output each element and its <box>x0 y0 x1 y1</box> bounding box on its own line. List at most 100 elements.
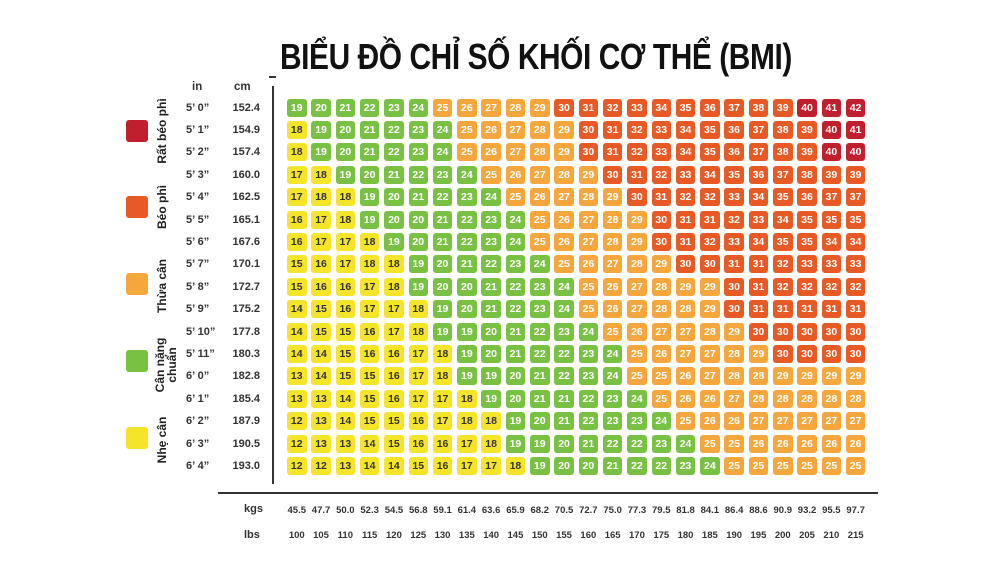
bmi-cell: 30 <box>578 143 599 162</box>
bmi-cell: 30 <box>773 344 793 363</box>
bmi-cell: 19 <box>311 120 331 139</box>
bmi-cell: 28 <box>651 277 671 296</box>
bmi-cell: 18 <box>432 344 453 363</box>
bmi-cell: 28 <box>821 389 842 408</box>
bmi-cell: 19 <box>432 300 453 319</box>
col-label-lbs: 120 <box>386 530 402 541</box>
bmi-cell: 32 <box>627 120 647 139</box>
row-label-in: 6’ 0” <box>186 370 210 383</box>
bmi-cell: 30 <box>700 255 720 274</box>
col-label-lbs: 185 <box>701 530 718 541</box>
col-label-kgs: 93.2 <box>797 505 817 516</box>
bmi-cell: 34 <box>748 232 769 251</box>
bmi-cell: 23 <box>481 210 501 229</box>
bmi-cell: 20 <box>384 210 404 229</box>
bmi-cell: 22 <box>554 344 574 363</box>
bmi-cell: 19 <box>287 98 307 117</box>
col-label-kgs: 90.9 <box>773 505 793 516</box>
bmi-cell: 20 <box>335 120 356 139</box>
col-label-lbs: 200 <box>774 530 791 541</box>
bmi-cell: 30 <box>627 188 647 207</box>
bmi-cell: 21 <box>505 344 526 363</box>
bmi-cell: 23 <box>554 322 574 341</box>
bmi-cell: 15 <box>408 456 428 475</box>
bmi-cell: 15 <box>335 322 356 341</box>
bmi-cell: 16 <box>408 412 428 431</box>
bmi-cell: 16 <box>408 434 428 453</box>
bmi-cell: 34 <box>773 210 793 229</box>
bmi-cell: 22 <box>530 344 550 363</box>
bmi-cell: 26 <box>554 232 574 251</box>
bmi-cell: 17 <box>287 188 307 207</box>
bmi-cell: 20 <box>335 143 356 162</box>
bmi-cell: 28 <box>724 367 744 386</box>
bmi-cell: 20 <box>408 232 428 251</box>
col-label-lbs: 205 <box>799 530 815 541</box>
bmi-cell: 23 <box>457 188 477 207</box>
bmi-cell: 18 <box>505 456 526 475</box>
row-label-cm: 167.6 <box>232 235 260 248</box>
bmi-cell: 16 <box>335 300 356 319</box>
bmi-cell: 34 <box>700 165 720 184</box>
bmi-cell: 13 <box>311 434 331 453</box>
bmi-cell: 29 <box>821 367 842 386</box>
bmi-cell: 25 <box>845 456 866 475</box>
bmi-cell: 28 <box>845 389 866 408</box>
bmi-cell: 29 <box>724 322 744 341</box>
bmi-cell: 17 <box>359 277 380 296</box>
col-label-kgs: 70.5 <box>554 505 574 516</box>
bmi-cell: 22 <box>457 232 477 251</box>
bmi-cell: 15 <box>359 367 380 386</box>
bmi-cell: 41 <box>821 98 842 117</box>
row-label-cm: 172.7 <box>232 280 260 293</box>
bmi-cell: 23 <box>432 165 453 184</box>
bmi-cell: 25 <box>554 255 574 274</box>
bmi-cell: 30 <box>797 344 817 363</box>
bmi-cell: 24 <box>675 434 696 453</box>
bmi-cell: 40 <box>797 98 817 117</box>
bmi-cell: 21 <box>554 389 574 408</box>
bmi-cell: 30 <box>821 322 842 341</box>
col-label-lbs: 195 <box>750 530 767 541</box>
row-label-cm: 193.0 <box>232 459 260 472</box>
bmi-cell: 31 <box>797 300 817 319</box>
bmi-cell: 24 <box>505 232 526 251</box>
bmi-cell: 23 <box>408 143 428 162</box>
bmi-cell: 30 <box>578 120 599 139</box>
bmi-cell: 23 <box>602 412 623 431</box>
bmi-cell: 26 <box>675 367 696 386</box>
bmi-cell: 22 <box>432 188 453 207</box>
bmi-cell: 34 <box>675 120 696 139</box>
bmi-cell: 29 <box>651 255 671 274</box>
bmi-cell: 12 <box>287 434 307 453</box>
bmi-cell: 39 <box>797 143 817 162</box>
bmi-cell: 20 <box>384 188 404 207</box>
col-label-lbs: 210 <box>823 530 840 541</box>
bmi-cell: 30 <box>651 210 671 229</box>
col-label-kgs: 97.7 <box>846 505 865 516</box>
bmi-cell: 21 <box>384 165 404 184</box>
bmi-cell: 30 <box>821 344 842 363</box>
bmi-cell: 37 <box>773 165 793 184</box>
bmi-cell: 14 <box>335 389 356 408</box>
bmi-cell: 22 <box>578 412 599 431</box>
bmi-cell: 19 <box>457 367 477 386</box>
bmi-cell: 22 <box>384 143 404 162</box>
bmi-cell: 16 <box>311 255 331 274</box>
bmi-cell: 13 <box>287 367 307 386</box>
col-label-kgs: 84.1 <box>700 505 720 516</box>
bmi-cell: 27 <box>481 98 501 117</box>
bmi-cell: 25 <box>602 322 623 341</box>
bmi-cell: 39 <box>797 120 817 139</box>
bmi-cell: 24 <box>700 456 720 475</box>
bmi-cell: 18 <box>457 412 477 431</box>
bmi-cell: 23 <box>578 367 599 386</box>
bmi-cell: 25 <box>578 277 599 296</box>
col-label-kgs: 95.5 <box>822 505 841 516</box>
row-label-in: 5’ 4” <box>186 191 210 204</box>
col-label-lbs: 170 <box>629 530 645 541</box>
row-label-cm: 180.3 <box>232 347 260 360</box>
bmi-cell: 36 <box>724 120 744 139</box>
bmi-cell: 33 <box>748 210 769 229</box>
bmi-cell: 17 <box>408 344 428 363</box>
